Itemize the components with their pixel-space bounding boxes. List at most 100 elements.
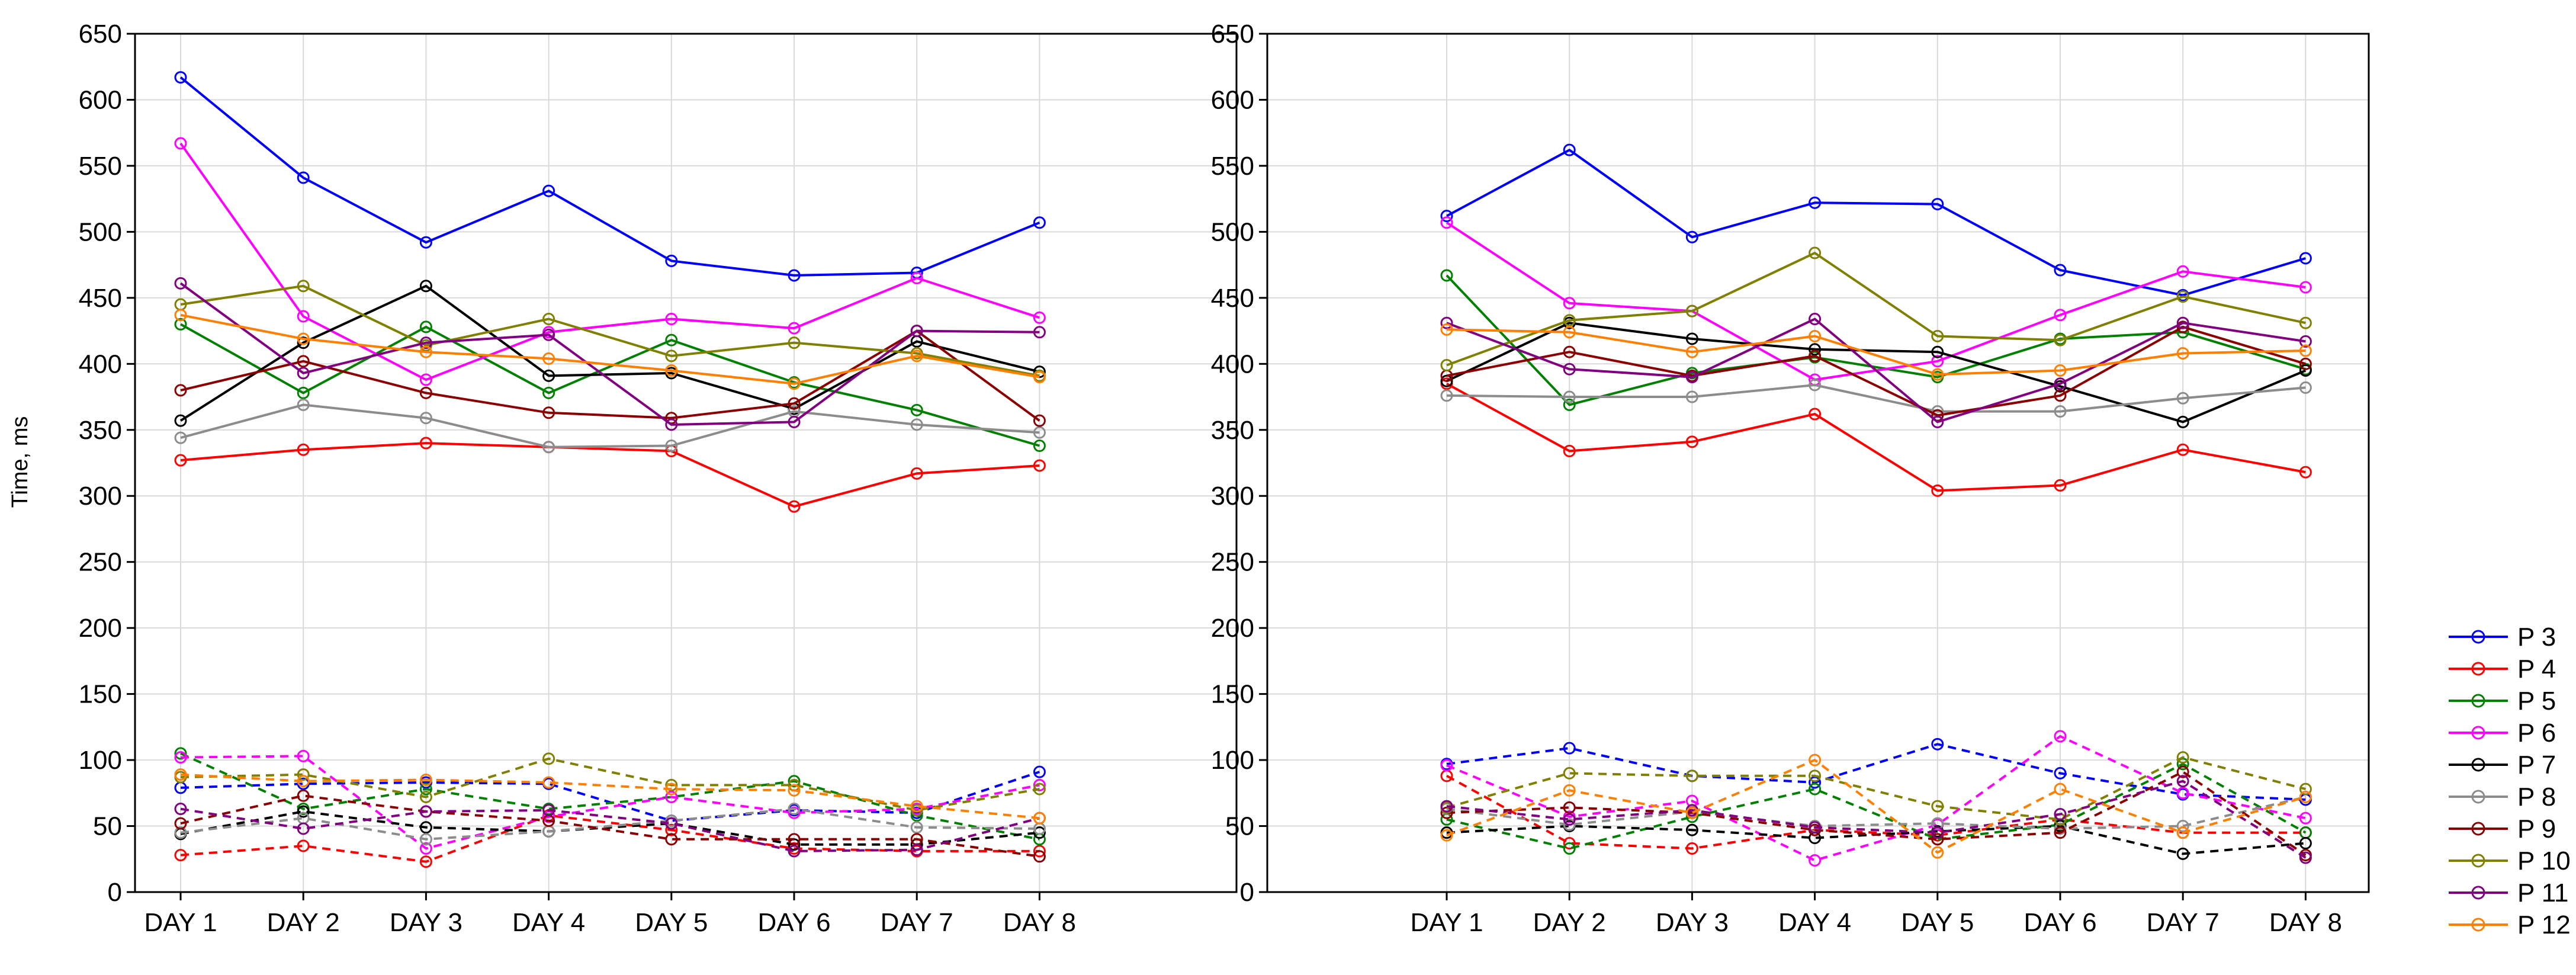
series-line (1446, 771, 2307, 857)
x-tick-label: DAY 7 (881, 908, 953, 937)
y-tick-label: 450 (79, 284, 122, 313)
data-point (297, 332, 310, 345)
series-line (180, 807, 1040, 852)
data-point (665, 778, 678, 791)
data-point (2299, 812, 2312, 825)
data-point (2054, 264, 2067, 277)
series-p12-solid (1440, 323, 2312, 381)
legend-label: P 7 (2517, 751, 2556, 780)
data-point (1809, 776, 1822, 789)
data-point (1809, 349, 1822, 363)
data-point (2299, 335, 2312, 348)
data-point (174, 817, 187, 830)
data-point (2299, 790, 2312, 803)
series-p9-dashed (174, 789, 1046, 863)
data-point (1033, 311, 1046, 324)
data-point (419, 790, 432, 803)
data-point (1563, 444, 1576, 457)
data-point (542, 369, 555, 382)
series-line (1446, 325, 2306, 417)
data-point (1440, 316, 1453, 329)
series-p9-solid (1440, 320, 2312, 422)
y-tick-label: 100 (79, 746, 122, 775)
legend-label: P 9 (2517, 814, 2556, 843)
series-line (1446, 252, 2306, 367)
data-point (1685, 332, 1698, 345)
data-point (2176, 826, 2189, 839)
x-tick-label: DAY 6 (757, 908, 830, 937)
data-point (1563, 813, 1576, 826)
data-point (1440, 210, 1453, 223)
legend-entry: P 3 (2449, 623, 2556, 652)
plot-frame (134, 33, 1238, 893)
x-tick-label: DAY 6 (2023, 908, 2096, 937)
data-point (2176, 765, 2189, 778)
data-point (1033, 778, 1046, 791)
data-point (1563, 398, 1576, 411)
data-point (1563, 297, 1576, 310)
data-point (1931, 484, 1944, 497)
series-line (180, 752, 1040, 841)
data-point (542, 406, 555, 419)
data-point (2054, 807, 2067, 820)
legend-entry: P 8 (2449, 782, 2556, 812)
data-point (1809, 329, 1822, 342)
data-point (665, 790, 678, 803)
data-point (1809, 313, 1822, 326)
legend-label: P 8 (2517, 782, 2556, 812)
data-point (1931, 833, 1944, 846)
right-chart-panel: 0 50 100 150 200 250 300 350 400 450 500 550 600 650 D… (1211, 20, 2370, 937)
series-p5-solid (174, 317, 1046, 453)
data-point (2054, 479, 2067, 492)
data-point (419, 833, 432, 846)
data-point (2176, 847, 2189, 860)
data-point (174, 849, 187, 862)
y-tick-label: 600 (79, 85, 122, 114)
data-point (665, 313, 678, 326)
legend-swatch-marker (2471, 758, 2485, 772)
legend: P 3 P 4 P 5 P 6 P 7P 8P 9 P 10 P 11 P 12 (2449, 623, 2571, 939)
legend-entry: P 7 (2449, 751, 2556, 780)
data-point (1685, 304, 1698, 317)
series-line (180, 773, 1040, 820)
y-tick-label: 650 (79, 20, 122, 49)
data-point (2054, 389, 2067, 402)
data-point (297, 310, 310, 323)
legend-label: P 12 (2517, 910, 2571, 939)
data-point (2176, 290, 2189, 303)
data-point (542, 328, 555, 341)
y-axis-label: Time, ms (8, 416, 33, 508)
data-point (788, 845, 801, 858)
data-point (2176, 347, 2189, 360)
data-point (1685, 435, 1698, 448)
series-p12-solid (174, 309, 1046, 390)
legend-label: P 11 (2517, 878, 2568, 907)
series-line (1446, 384, 2306, 413)
series-p3-solid (174, 71, 1046, 282)
data-point (910, 843, 923, 857)
data-point (665, 333, 678, 347)
data-point (1563, 363, 1576, 376)
series-p6-dashed (174, 749, 1046, 855)
data-point (910, 271, 923, 284)
data-point (2054, 730, 2067, 743)
series-p6-dashed (1440, 730, 2312, 867)
legend-label: P 10 (2517, 846, 2571, 875)
data-point (1563, 326, 1576, 339)
data-point (1563, 314, 1576, 327)
y-tick-label: 150 (79, 680, 122, 709)
series-line (180, 757, 1040, 812)
data-point (1563, 837, 1576, 850)
y-tick-label: 500 (1211, 217, 1254, 246)
data-point (788, 775, 801, 788)
y-tick-label: 500 (79, 217, 122, 246)
data-point (542, 184, 555, 197)
data-point (419, 386, 432, 399)
data-point (419, 842, 432, 855)
y-tick-label: 0 (108, 878, 122, 907)
y-tick-label: 550 (1211, 152, 1254, 181)
x-tick-label: DAY 4 (1778, 908, 1851, 937)
data-point (1685, 371, 1698, 384)
data-point (788, 833, 801, 846)
